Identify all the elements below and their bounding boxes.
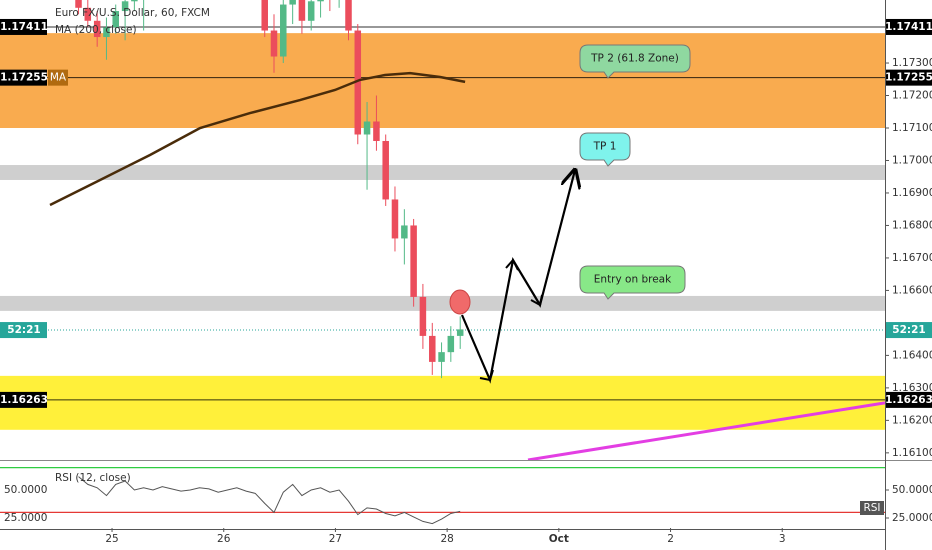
candle-body (373, 121, 380, 141)
left-price-label-box (0, 322, 47, 339)
x-tick-label: 25 (105, 533, 118, 545)
left-price-label-box (0, 69, 47, 86)
price-label-box (886, 69, 932, 86)
candle-body (261, 0, 268, 31)
zone (0, 165, 885, 180)
rsi-label-box (860, 501, 884, 515)
zone (0, 375, 885, 430)
candle-body (75, 0, 82, 8)
candle-body (121, 1, 129, 12)
ma-line (49, 71, 466, 207)
candle-body (354, 30, 362, 135)
main-pane (0, 0, 885, 460)
left-price-label-box (0, 18, 47, 35)
y-tick-label: 1.16400 (892, 349, 932, 361)
callout-bubble (579, 265, 686, 300)
left-price-label: 1.16263 (0, 394, 48, 406)
candle-body (270, 30, 278, 57)
candle-body (307, 1, 315, 21)
zone (0, 295, 885, 311)
x-tick-label: 3 (779, 533, 786, 545)
left-price-label: 52:21 (7, 324, 40, 336)
callout-bubble (579, 132, 631, 167)
entry-marker (449, 289, 471, 315)
y-tick-label: 1.16200 (892, 414, 932, 426)
candle-body (429, 335, 436, 362)
y-tick-label: 1.16600 (892, 284, 932, 296)
x-tick-label: 28 (440, 533, 453, 545)
candle-body (345, 0, 352, 31)
zone (0, 33, 885, 128)
x-tick-label: 26 (217, 533, 231, 545)
candle-body (112, 11, 119, 28)
candle-body (419, 296, 427, 336)
candle-body (438, 352, 445, 362)
symbol-title: Euro FX/U.S. Dollar, 60, FXCM (55, 7, 210, 19)
left-price-label: 1.17255 (0, 72, 48, 84)
trend-line (527, 401, 885, 460)
x-tick-label: 2 (667, 533, 674, 545)
candle-body (382, 140, 389, 200)
callout-text: TP 1 (593, 141, 617, 153)
rsi-left-tick-label: 50.0000 (4, 484, 47, 496)
candle-body (131, 0, 138, 2)
candle-body (289, 0, 296, 5)
overlay: 1.17300 1.17200 1.17100 1.17000 1.16900 1.168… (0, 18, 932, 545)
y-tick-label: 1.16100 (892, 447, 932, 459)
price-label: 52:21 (892, 324, 925, 336)
left-price-label-box (0, 391, 47, 408)
rsi-pane (0, 466, 885, 525)
y-tick-label: 1.16800 (892, 219, 932, 231)
rsi-y-tick-label: 50.0000 (892, 484, 932, 496)
candle-body (93, 20, 101, 38)
candle-body (298, 0, 306, 21)
x-tick-label: 27 (329, 533, 342, 545)
y-tick-label: 1.17300 (892, 57, 932, 69)
x-tick-label: Oct (549, 533, 569, 545)
arrow-heads (479, 258, 543, 382)
candle-body (363, 121, 371, 135)
callout-bubble (579, 44, 691, 79)
price-label: 1.17411 (885, 21, 932, 33)
rsi-line (78, 476, 461, 525)
candle-body (410, 225, 417, 297)
y-tick-label: 1.17100 (892, 122, 932, 134)
rsi-y-tick-label: 25.0000 (892, 512, 932, 524)
rsi-left-tick-label: 25.0000 (4, 512, 47, 524)
candle-body (391, 199, 399, 239)
rsi-label: RSI (863, 502, 880, 514)
price-label-box (886, 322, 932, 339)
y-tick-label: 1.17000 (892, 154, 932, 166)
candle-body (456, 329, 464, 336)
ma-label: MA (50, 72, 67, 84)
left-price-label: 1.17411 (0, 21, 48, 33)
candle-body (280, 4, 287, 57)
callout-text: Entry on break (594, 274, 672, 286)
ma-title: MA (200, close) (55, 24, 137, 36)
price-label: 1.17255 (885, 72, 932, 84)
y-tick-label: 1.16700 (892, 252, 932, 264)
rsi-title: RSI (12, close) (55, 472, 131, 484)
ma-label-box (48, 69, 68, 86)
y-tick-label: 1.17200 (892, 90, 932, 102)
candle-body (103, 27, 110, 38)
candle-body (84, 7, 92, 21)
price-label-box (886, 391, 932, 408)
candle-body (447, 335, 455, 353)
callout-text: TP 2 (61.8 Zone) (590, 53, 679, 65)
candle-body (317, 0, 324, 2)
price-label-box (886, 18, 932, 35)
y-tick-label: 1.16900 (892, 187, 932, 199)
candle-body (401, 225, 408, 239)
price-label: 1.16263 (885, 394, 932, 406)
y-tick-label: 1.16300 (892, 382, 932, 394)
